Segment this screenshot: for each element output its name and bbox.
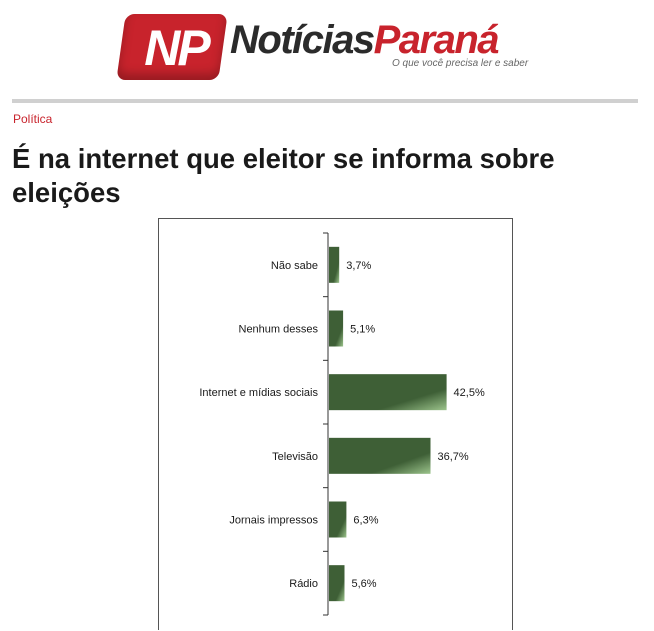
category-label: Jornais impressos: [229, 515, 318, 527]
bar: [329, 437, 431, 474]
bar-chart: Não sabe 3,7% Nenhum desses 5,1% Internet e …: [199, 232, 485, 616]
article-title: É na internet que eleitor se informa sob…: [12, 143, 555, 208]
logo-name-part1: Notícias: [230, 18, 375, 62]
category-link[interactable]: Política: [13, 112, 53, 126]
chart-frame: Não sabe 3,7% Nenhum desses 5,1% Internet e …: [158, 218, 513, 630]
value-label: 5,1%: [350, 324, 375, 336]
bar: [329, 246, 340, 283]
bar: [329, 501, 347, 538]
value-label: 42,5%: [454, 387, 485, 399]
value-label: 5,6%: [351, 578, 376, 590]
value-label: 6,3%: [353, 515, 378, 527]
site-tagline: O que você precisa ler e saber: [392, 58, 529, 69]
value-label: 3,7%: [346, 260, 371, 272]
category-label: Nenhum desses: [239, 324, 319, 336]
bar: [329, 310, 344, 347]
site-header: NP NotíciasParaná O que você precisa ler…: [0, 0, 654, 100]
header-divider: [12, 99, 638, 103]
site-logo-name[interactable]: NotíciasParaná: [230, 16, 500, 64]
category-label: Não sabe: [271, 260, 318, 272]
bar: [329, 374, 447, 411]
bar: [329, 565, 345, 602]
logo-initials[interactable]: NP: [144, 20, 210, 76]
category-label: Internet e mídias sociais: [199, 387, 318, 399]
category-label: Rádio: [289, 578, 318, 590]
logo-name-part2: Paraná: [373, 18, 500, 62]
value-label: 36,7%: [438, 451, 469, 463]
category-label: Televisão: [272, 451, 318, 463]
